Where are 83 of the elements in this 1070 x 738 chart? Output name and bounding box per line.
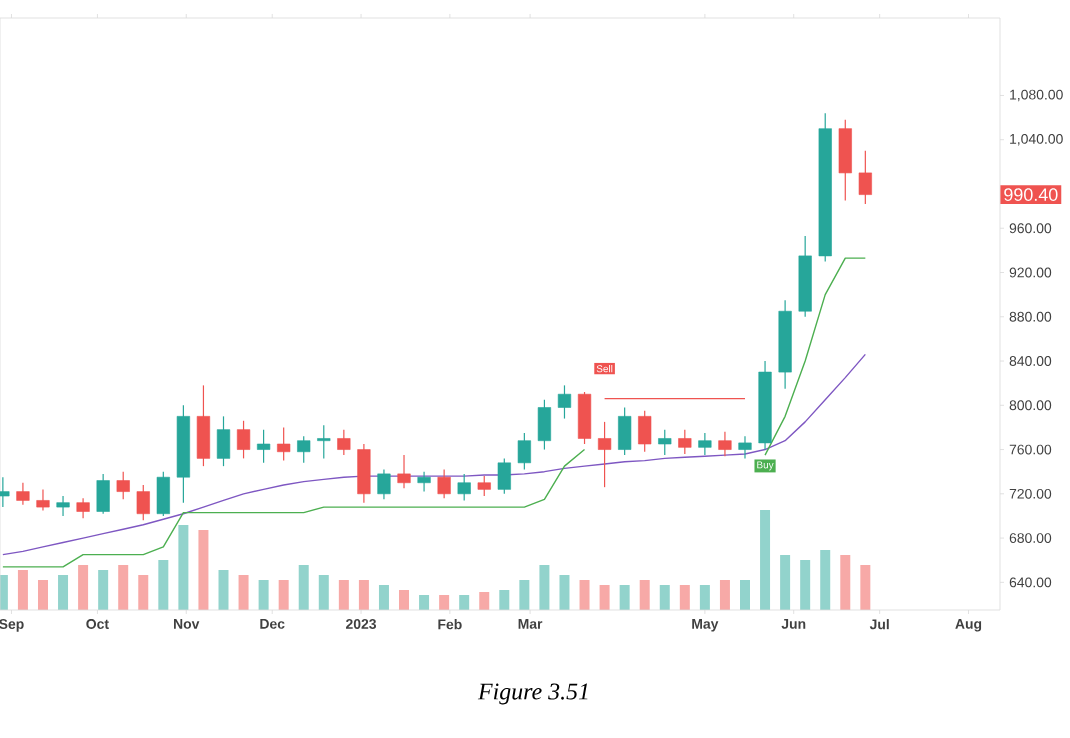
candlestick xyxy=(257,429,271,464)
candlestick xyxy=(116,471,130,500)
bar xyxy=(599,585,610,610)
bar xyxy=(860,565,871,610)
caption: Figure 3.51 xyxy=(477,683,588,705)
candlestick xyxy=(136,484,150,521)
bar xyxy=(760,510,771,610)
bar xyxy=(378,585,389,610)
bar xyxy=(37,580,48,610)
candlestick xyxy=(858,150,872,205)
bar xyxy=(17,570,28,610)
candlestick xyxy=(577,391,592,445)
bar xyxy=(218,570,229,610)
candlestick xyxy=(16,482,30,506)
bar xyxy=(298,565,309,610)
candlestick xyxy=(36,488,50,512)
candlestick xyxy=(517,432,531,471)
bar xyxy=(318,575,329,610)
candlestick xyxy=(718,431,732,457)
bar xyxy=(258,580,269,610)
candlestick xyxy=(196,384,211,467)
bar xyxy=(278,580,289,610)
candlestick xyxy=(457,473,471,502)
candlestick xyxy=(337,429,351,456)
candlestick xyxy=(497,457,511,495)
candlestick xyxy=(216,415,231,467)
bar xyxy=(78,565,89,610)
candlestick xyxy=(236,420,251,459)
bar xyxy=(238,575,249,610)
candlestick xyxy=(277,426,291,462)
bar xyxy=(118,565,129,610)
bar xyxy=(820,550,831,610)
candlestick xyxy=(838,119,852,202)
bar xyxy=(158,560,169,610)
candlestick xyxy=(537,399,552,451)
bar xyxy=(539,565,550,610)
candlestick xyxy=(377,468,391,500)
bar xyxy=(178,525,189,610)
candlestick xyxy=(638,410,652,453)
bar xyxy=(679,585,690,610)
candlestick xyxy=(658,429,672,456)
bar xyxy=(719,580,730,610)
candlestick xyxy=(437,468,451,499)
candlestick xyxy=(56,495,70,517)
bar xyxy=(198,530,209,610)
candlestick xyxy=(317,424,331,459)
bar xyxy=(579,580,590,610)
bar xyxy=(58,575,69,610)
candlestick xyxy=(76,497,90,519)
bar xyxy=(399,590,410,610)
bar xyxy=(800,560,811,610)
bar xyxy=(699,585,710,610)
bar xyxy=(519,580,530,610)
bar xyxy=(138,575,149,610)
candlestick xyxy=(678,429,692,455)
candlestick xyxy=(397,454,411,489)
text: 990.40 xyxy=(1004,188,1058,201)
bar xyxy=(840,555,851,610)
candlestick xyxy=(417,471,431,493)
candlestick xyxy=(477,475,491,497)
candlestick xyxy=(618,406,632,456)
bar xyxy=(559,575,570,610)
bar xyxy=(98,570,109,610)
bar xyxy=(499,590,510,610)
bar xyxy=(358,580,369,610)
bar xyxy=(479,592,490,610)
candlestick xyxy=(156,471,170,517)
candlestick xyxy=(297,435,311,464)
candlestick xyxy=(698,432,712,456)
bar xyxy=(619,585,630,610)
bar xyxy=(739,580,750,610)
candlestick xyxy=(557,384,572,420)
bar xyxy=(780,555,791,610)
candlestick xyxy=(357,443,371,504)
bar xyxy=(419,595,430,610)
candlestick xyxy=(96,473,110,515)
bar xyxy=(639,580,650,610)
bar xyxy=(439,595,450,610)
bar xyxy=(659,585,670,610)
candlestick xyxy=(597,421,612,488)
bar xyxy=(338,580,349,610)
bar xyxy=(459,595,470,610)
candlestick xyxy=(738,435,752,459)
